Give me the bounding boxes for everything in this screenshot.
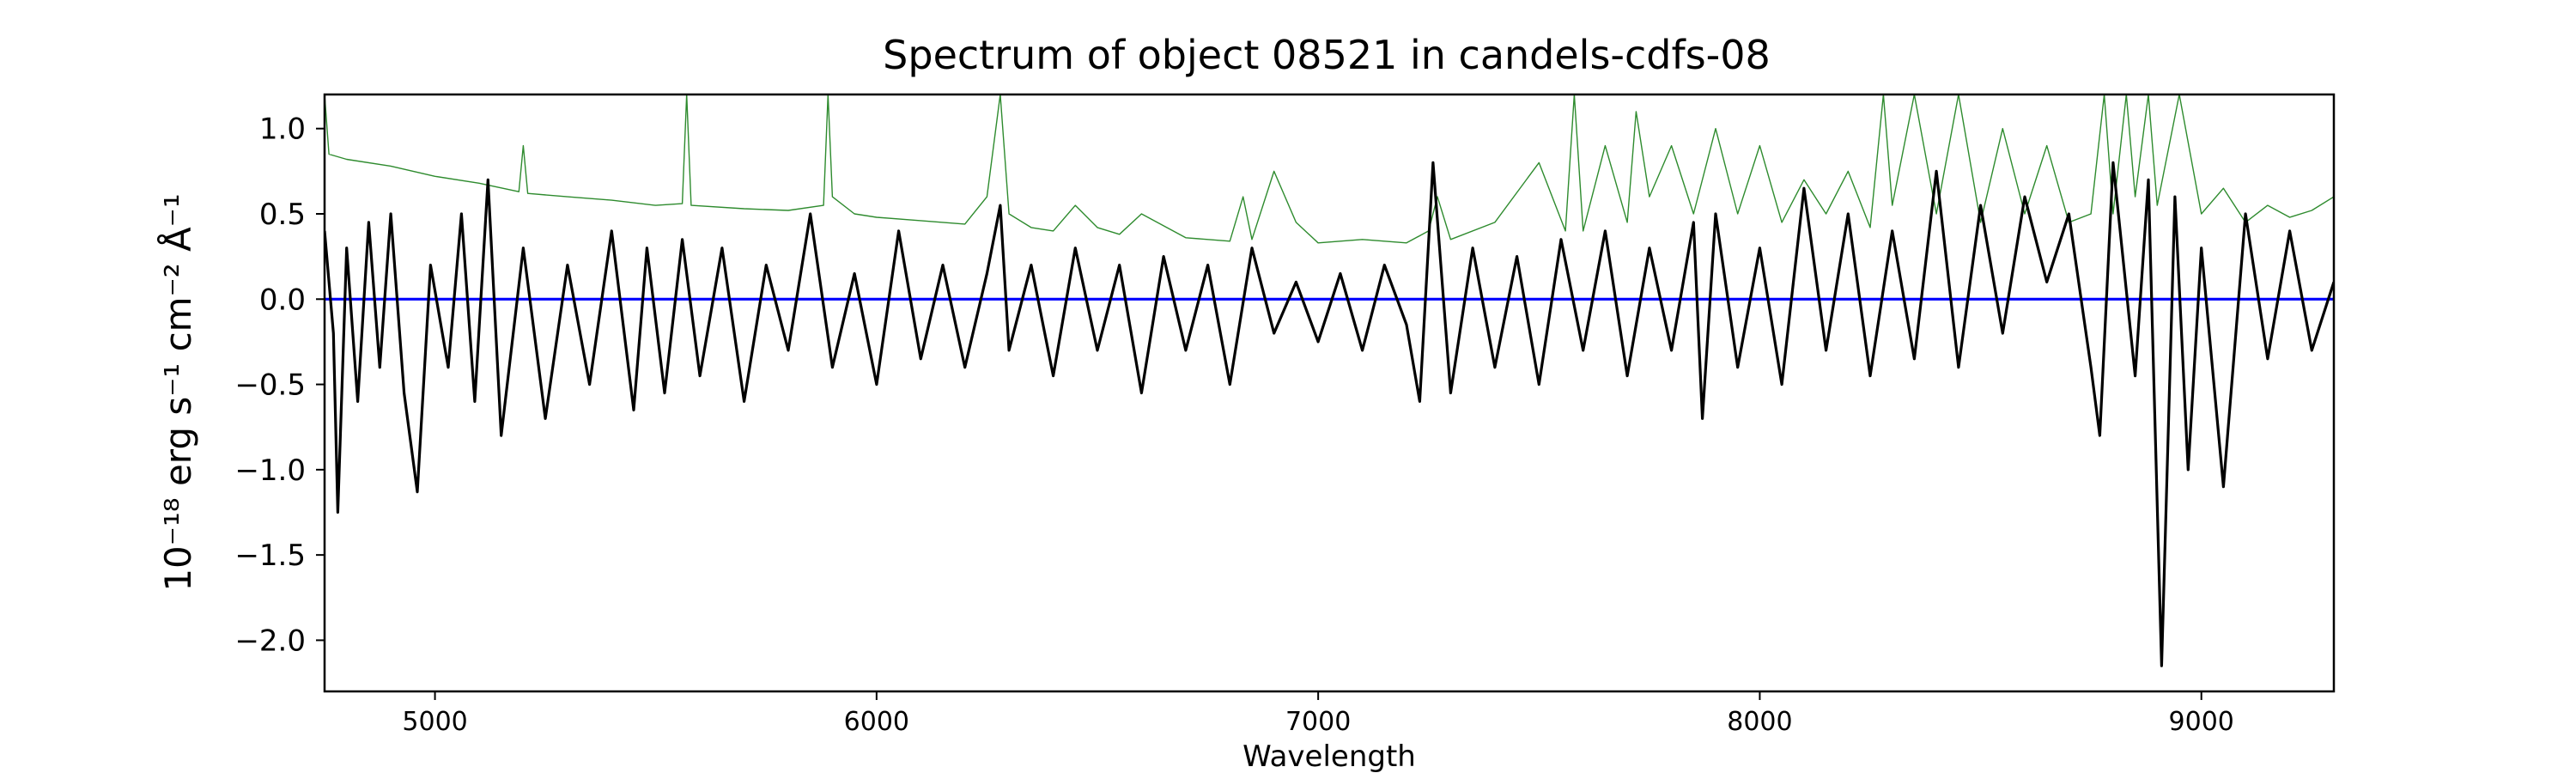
plot-frame: [323, 93, 2336, 693]
noise-series-line: [325, 94, 2334, 244]
x-tick-label: 8000: [1727, 707, 1792, 737]
y-tick-label: 0.0: [259, 283, 306, 317]
x-tick-label: 5000: [402, 707, 467, 737]
x-tick-label: 9000: [2169, 707, 2234, 737]
x-tick-label: 6000: [844, 707, 909, 737]
y-tick-label: 0.5: [259, 198, 306, 232]
x-tick-label: 7000: [1285, 707, 1351, 737]
y-tick-label: −0.5: [234, 368, 306, 403]
chart-title: Spectrum of object 08521 in candels-cdfs…: [883, 32, 1771, 78]
x-axis-label: Wavelength: [1242, 740, 1416, 773]
y-tick-label: −2.0: [234, 624, 306, 658]
series-layer: [325, 94, 2334, 667]
y-tick-label: 1.0: [259, 113, 306, 147]
y-tick-label: −1.0: [234, 453, 306, 488]
flux-series-line: [325, 161, 2334, 667]
y-axis-ticks: 1.0 0.5 0.0 −0.5 −1.0 −1.5 −2.0: [234, 113, 325, 658]
x-axis-ticks: 5000 6000 7000 8000 9000: [402, 691, 2234, 737]
y-tick-label: −1.5: [234, 539, 306, 573]
y-axis-label: 10⁻¹⁸ erg s⁻¹ cm⁻² Å⁻¹: [156, 193, 199, 591]
